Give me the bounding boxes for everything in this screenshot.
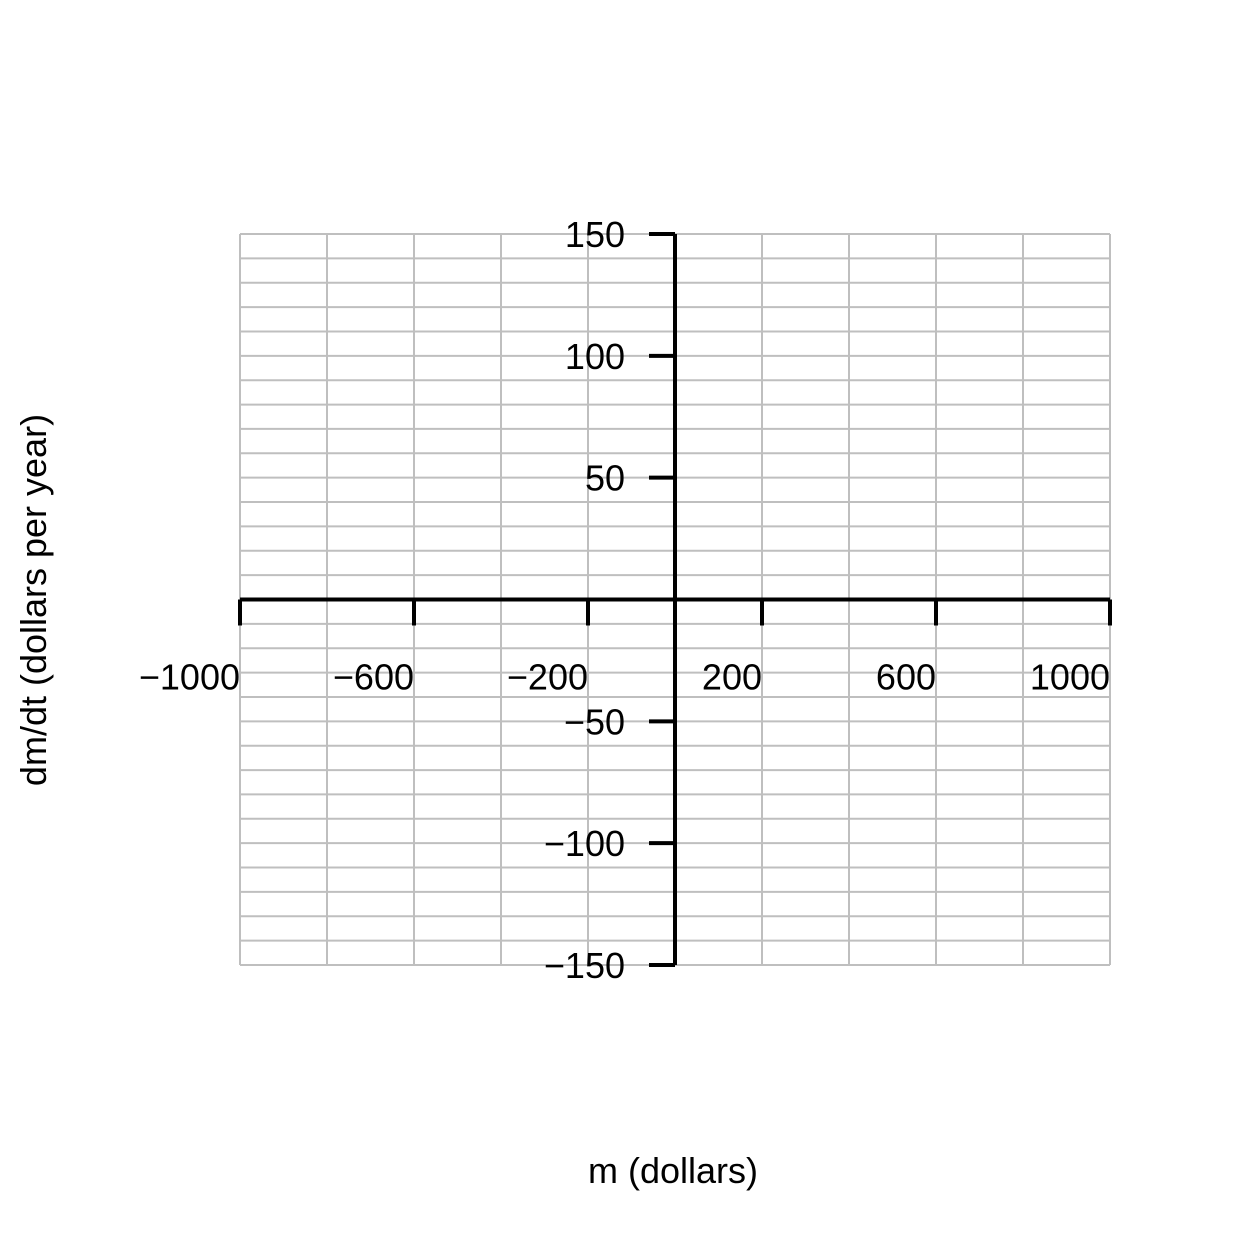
x-tick-label: 600	[876, 657, 936, 698]
y-tick-label: −150	[544, 945, 625, 986]
y-tick-label: 100	[565, 336, 625, 377]
x-tick-label: 1000	[1030, 657, 1110, 698]
y-tick-label: −100	[544, 823, 625, 864]
y-tick-label: −50	[564, 701, 625, 742]
y-tick-label: 150	[565, 214, 625, 255]
x-tick-label: 200	[702, 657, 762, 698]
y-axis-label: dm/dt (dollars per year)	[13, 413, 54, 787]
x-tick-label: −1000	[139, 657, 240, 698]
y-tick-label: 50	[585, 458, 625, 499]
x-tick-label: −600	[333, 657, 414, 698]
y-ticks: 150 100 50 −50 −100 −150	[544, 214, 675, 986]
x-ticks: −1000 −600 −200 200 600 1000	[139, 599, 1112, 698]
axes	[240, 234, 1110, 965]
x-axis-label: m (dollars)	[587, 1150, 758, 1191]
x-tick-label: −200	[507, 657, 588, 698]
